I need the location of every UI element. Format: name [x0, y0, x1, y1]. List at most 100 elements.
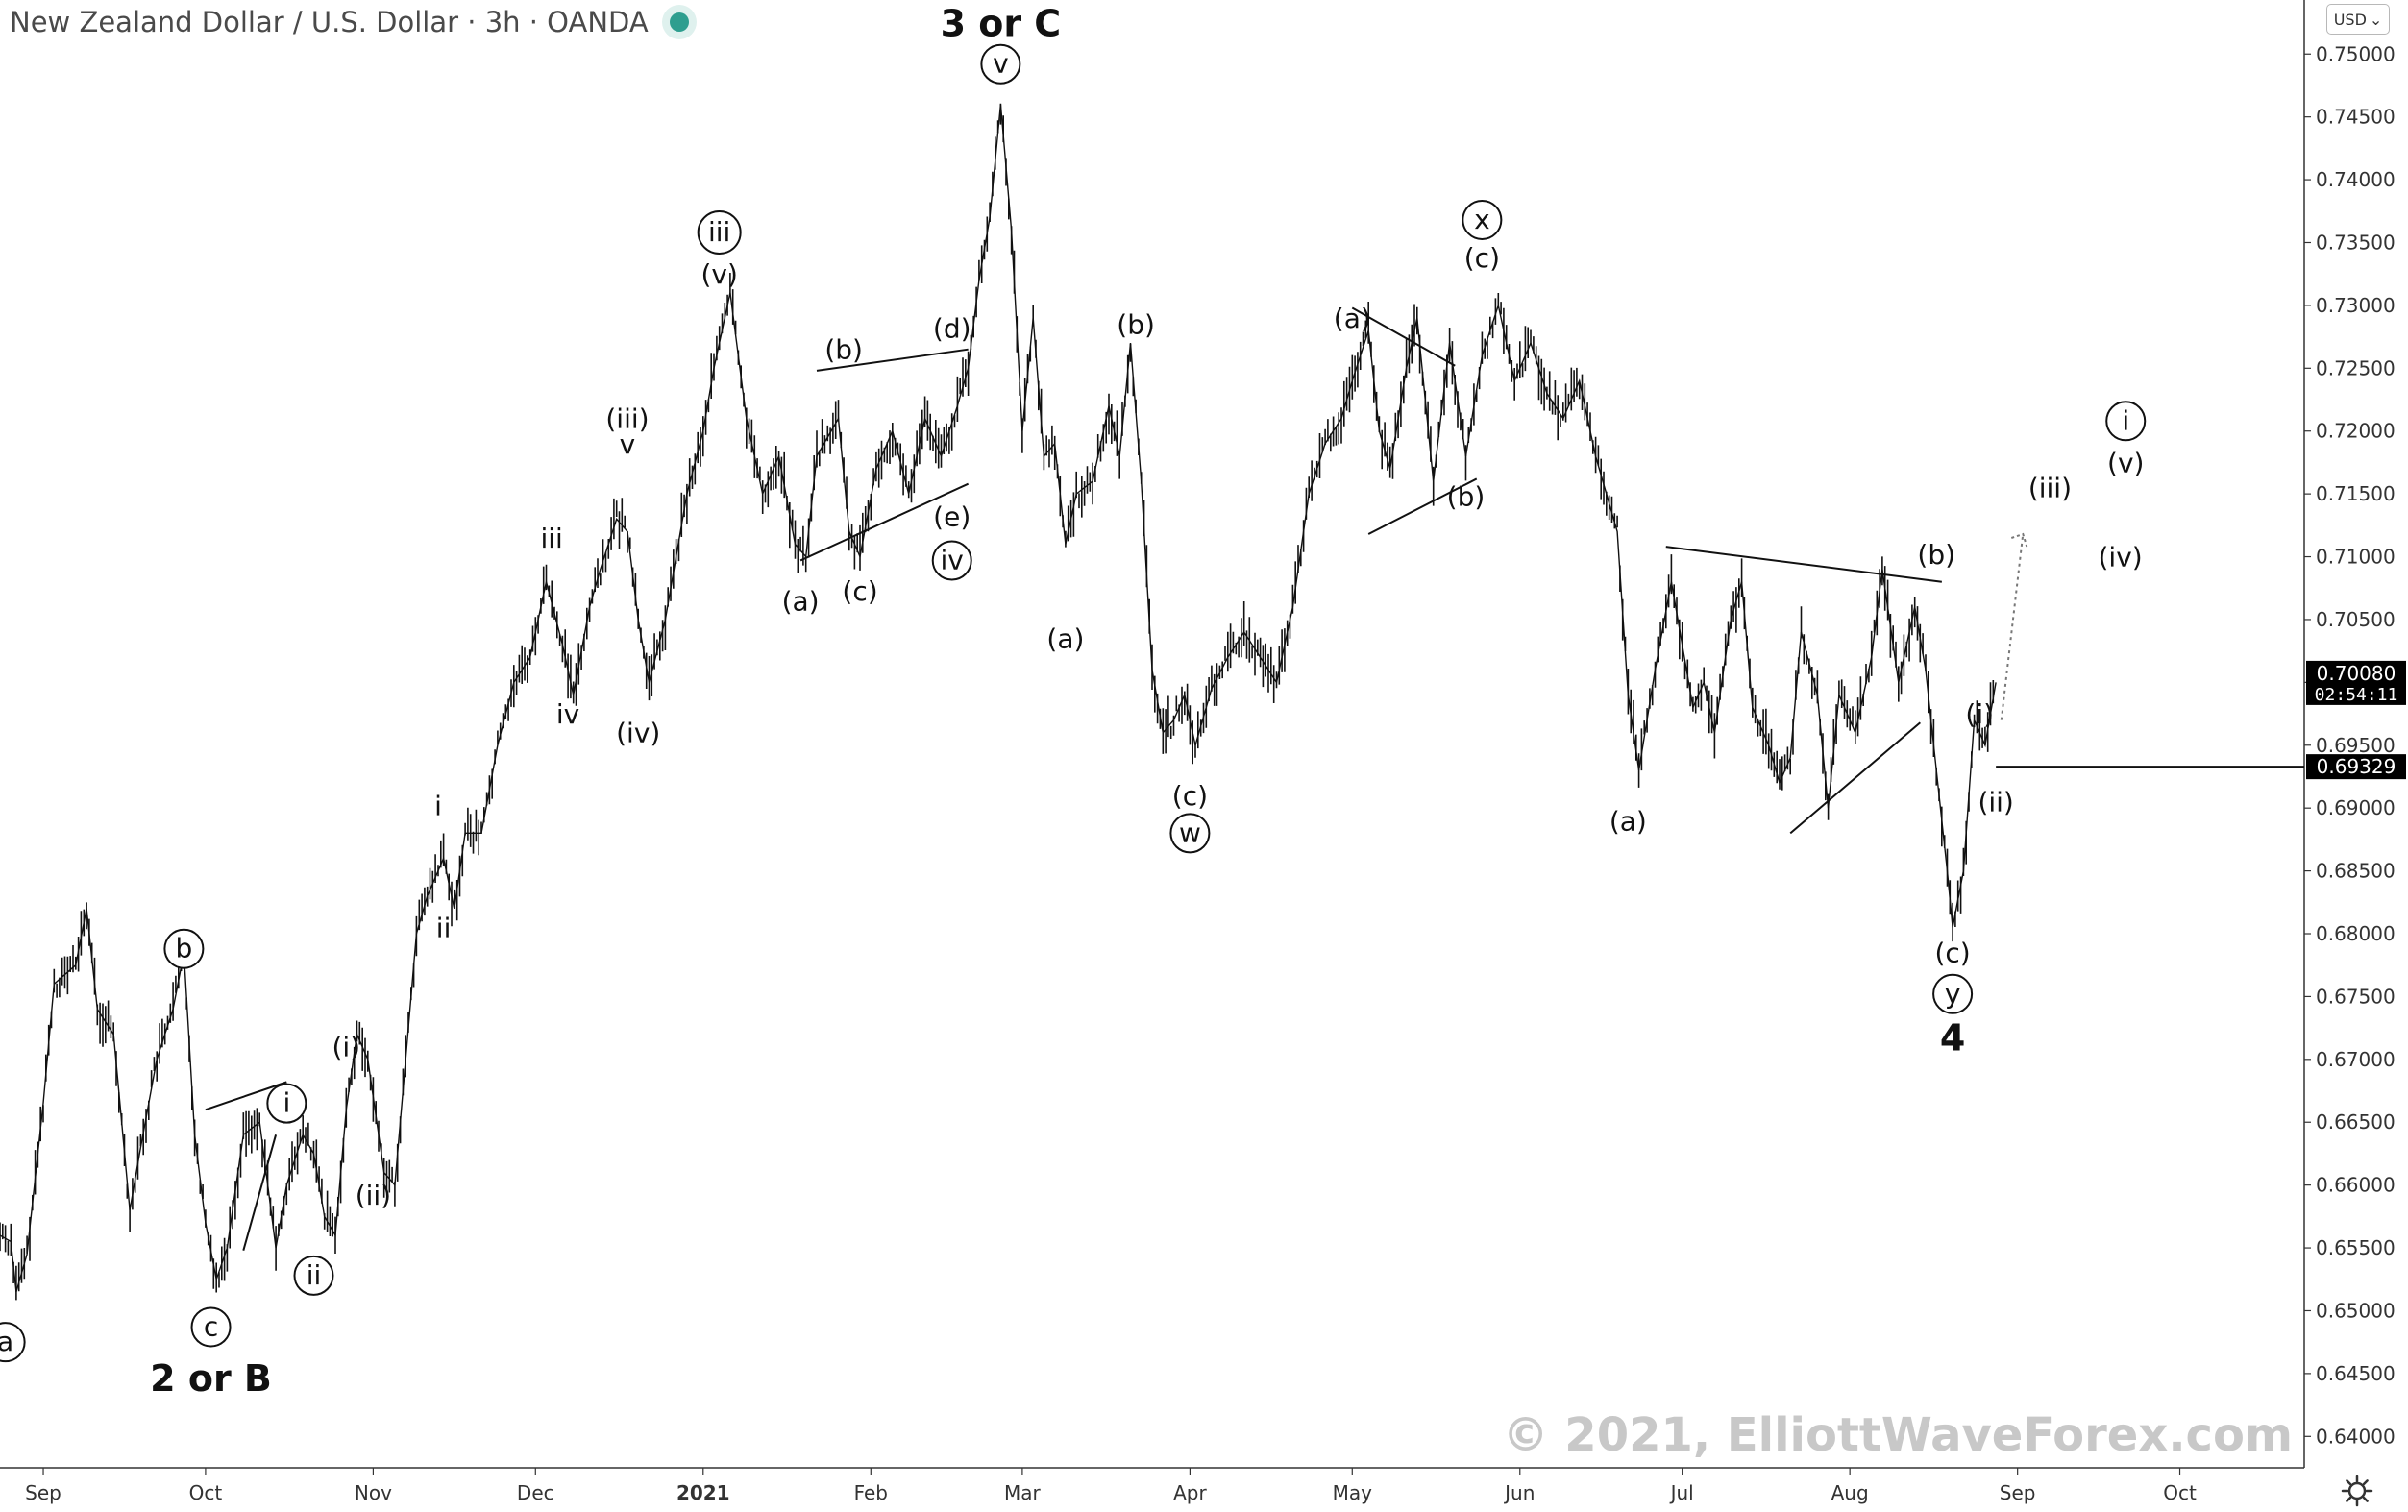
wave-label: a	[0, 1326, 13, 1357]
wave-label: (b)	[824, 334, 863, 366]
y-tick-label: 0.72000	[2316, 420, 2396, 443]
x-tick-label: 2021	[676, 1481, 730, 1504]
price-tag-box	[2306, 660, 2406, 705]
trendline	[799, 482, 970, 562]
y-tick-label: 0.67500	[2316, 985, 2396, 1008]
y-tick-label: 0.71500	[2316, 482, 2396, 505]
trendline	[205, 1081, 287, 1111]
gear-icon[interactable]	[2341, 1475, 2373, 1507]
y-tick-label: 0.68500	[2316, 860, 2396, 883]
wave-label: v	[993, 48, 1009, 80]
wave-circle	[293, 1255, 334, 1296]
wave-label: iii	[708, 216, 730, 248]
trendlines	[205, 306, 2304, 1251]
currency-selector-button[interactable]: USD ⌄	[2326, 4, 2390, 35]
wave-circle	[980, 43, 1021, 85]
chevron-down-icon: ⌄	[2369, 10, 2383, 29]
y-tick-label: 0.67000	[2316, 1048, 2396, 1071]
x-tick-label: Nov	[355, 1481, 392, 1504]
wave-label: (c)	[1934, 938, 1970, 969]
market-status-dot-icon	[669, 12, 689, 32]
watermark-text: © 2021, ElliottWaveForex.com	[1503, 1408, 2293, 1462]
wave-label: ii	[307, 1259, 322, 1291]
watermark-layer: © 2021, ElliottWaveForex.com	[1503, 1408, 2293, 1462]
wave-label: y	[1945, 978, 1961, 1010]
wave-label: v	[620, 428, 636, 460]
price-tag-value: 0.69329	[2317, 755, 2396, 778]
trendline	[242, 1134, 278, 1251]
wave-label: (iv)	[2099, 542, 2143, 573]
x-tick-label: Dec	[517, 1481, 554, 1504]
wave-label: (i)	[1965, 698, 1994, 730]
wave-label: iv	[556, 698, 579, 730]
wave-label: (ii)	[356, 1180, 391, 1211]
wave-circle	[190, 1306, 232, 1348]
currency-label: USD	[2333, 10, 2367, 29]
wave-label: (b)	[1117, 309, 1155, 341]
x-tick-label: Sep	[25, 1481, 61, 1504]
x-tick-label: Jul	[1669, 1481, 1694, 1504]
y-tick-label: 0.71000	[2316, 546, 2396, 569]
x-tick-label: Mar	[1004, 1481, 1042, 1504]
x-tick-label: Apr	[1173, 1481, 1207, 1504]
wave-label: i	[434, 791, 442, 822]
wave-label: (b)	[1917, 539, 1955, 571]
wave-label: (a)	[782, 585, 820, 617]
y-tick-label: 0.64500	[2316, 1362, 2396, 1385]
y-tick-label: 0.72500	[2316, 356, 2396, 379]
wave-label: (c)	[1172, 780, 1208, 812]
wave-label: w	[1179, 817, 1201, 848]
x-tick-label: Oct	[189, 1481, 223, 1504]
x-tick-label: Oct	[2163, 1481, 2197, 1504]
wave-label: (iii)	[2028, 473, 2072, 504]
wave-circle	[1169, 813, 1211, 854]
price-line	[0, 104, 1997, 1292]
wave-circle	[697, 210, 742, 256]
y-tick-label: 0.74500	[2316, 106, 2396, 129]
wave-degree-label: 2 or B	[150, 1357, 272, 1400]
symbol-title[interactable]: New Zealand Dollar / U.S. Dollar · 3h · …	[10, 6, 649, 38]
x-tick-label: Feb	[854, 1481, 888, 1504]
wave-circle	[2105, 401, 2147, 442]
wave-label: (c)	[1464, 242, 1500, 274]
wave-label: (ii)	[1978, 787, 2013, 818]
wave-label: x	[1474, 204, 1490, 235]
y-tick-label: 0.69000	[2316, 796, 2396, 819]
y-tick-label: 0.74000	[2316, 168, 2396, 191]
wave-label: (iv)	[616, 718, 660, 749]
chart-header: New Zealand Dollar / U.S. Dollar · 3h · …	[10, 2, 689, 42]
wave-label: (a)	[1609, 805, 1647, 837]
wave-label: (c)	[842, 575, 877, 607]
projection-line	[2000, 533, 2025, 720]
trendline	[1351, 306, 1456, 367]
y-tick-label: 0.66000	[2316, 1174, 2396, 1197]
trendline	[1367, 477, 1478, 535]
wave-label: i	[2122, 404, 2129, 436]
y-tick-label: 0.73000	[2316, 294, 2396, 317]
wave-label: iv	[941, 544, 964, 575]
trendline	[1665, 546, 1942, 583]
wave-label: (v)	[700, 258, 737, 290]
wave-label: (d)	[933, 312, 971, 344]
trendline	[1789, 721, 1921, 835]
y-tick-label: 0.73500	[2316, 231, 2396, 254]
bar-countdown: 02:54:11	[2315, 685, 2398, 705]
wave-circle	[931, 540, 972, 581]
price-bars	[0, 103, 1995, 1301]
wave-label: (a)	[1046, 623, 1084, 655]
x-tick-label: Jun	[1503, 1481, 1535, 1504]
wave-circle	[163, 928, 205, 969]
wave-label: (v)	[2107, 447, 2144, 478]
wave-label: ii	[436, 912, 452, 943]
wave-circle	[0, 1322, 26, 1363]
wave-label: (a)	[1334, 303, 1371, 334]
wave-degree-label: 4	[1940, 1016, 1965, 1059]
y-tick-label: 0.75000	[2316, 42, 2396, 65]
projection-arrowhead	[2010, 532, 2028, 548]
wave-degree-label: 3 or C	[941, 3, 1062, 45]
wave-circle	[1462, 199, 1503, 240]
